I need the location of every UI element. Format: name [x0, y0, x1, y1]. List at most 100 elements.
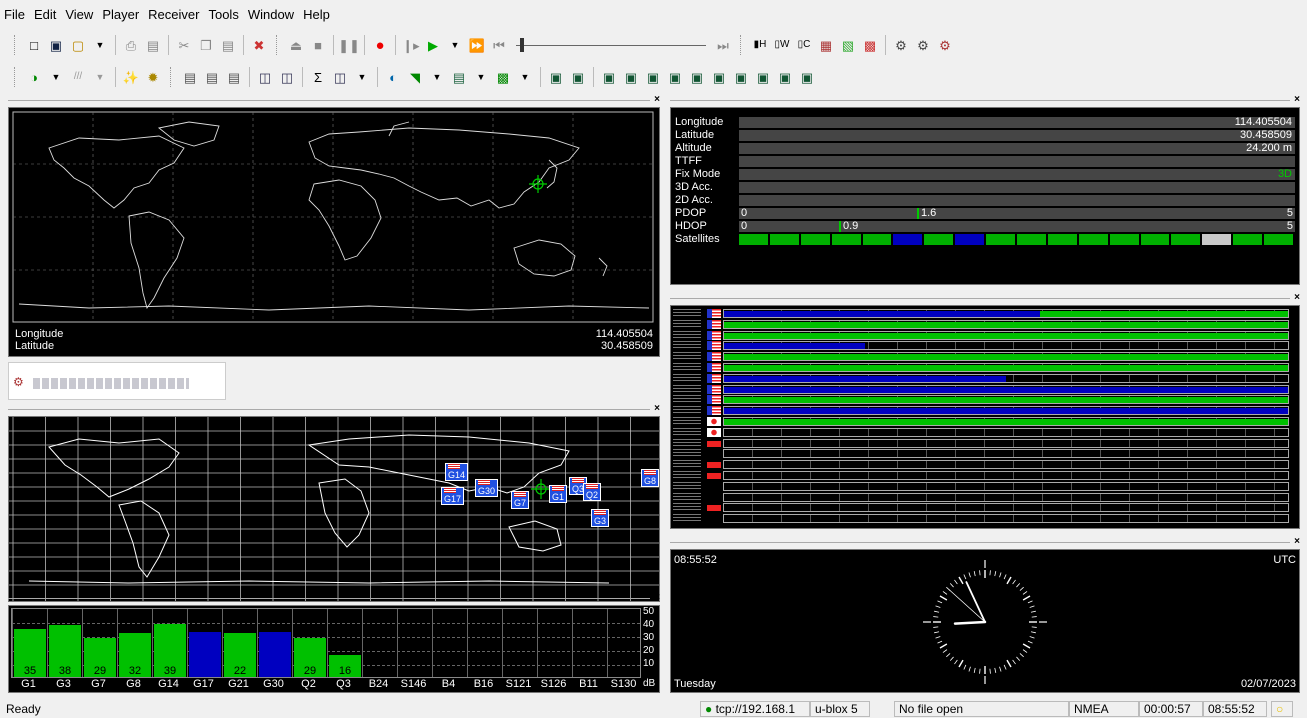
panel-j-icon[interactable]: ▣	[756, 69, 770, 85]
menu-file[interactable]: File	[4, 6, 25, 22]
bug-icon[interactable]: ✹	[147, 69, 159, 85]
panel-f-icon[interactable]: ▣	[668, 69, 682, 85]
menu-view[interactable]: View	[65, 6, 94, 22]
open-file-icon[interactable]: ▢	[71, 37, 85, 53]
chip-icon[interactable]: ▦	[819, 37, 833, 53]
toolbar-grip[interactable]	[276, 35, 279, 55]
panel-g-icon[interactable]: ▣	[690, 69, 704, 85]
wand-icon[interactable]: ✨	[122, 69, 140, 85]
play-icon[interactable]: ▶	[428, 37, 438, 53]
panel-h-icon[interactable]: ▣	[712, 69, 726, 85]
toolbar-grip[interactable]	[170, 67, 173, 87]
open-dropdown-icon[interactable]: ▼	[95, 39, 105, 50]
gear-a-icon[interactable]: ⚙	[895, 37, 907, 53]
panel-e-icon[interactable]: ▣	[646, 69, 660, 85]
panel-a-icon[interactable]: ▣	[549, 69, 563, 85]
settings-icon[interactable]: ▩	[863, 37, 877, 53]
sky-satellite-marker[interactable]: Q2	[583, 483, 602, 501]
satellite-level-view[interactable]	[670, 305, 1300, 529]
sky-satellite-marker[interactable]: G1	[549, 485, 568, 503]
doc-b-icon[interactable]: ▤	[205, 69, 219, 85]
skip-end-icon[interactable]: ⏭	[717, 37, 729, 53]
panel-l-icon[interactable]: ▣	[800, 69, 814, 85]
menu-edit[interactable]: Edit	[33, 6, 57, 22]
gear-b-icon[interactable]: ⚙	[917, 37, 929, 53]
paste-icon[interactable]: ▤	[221, 37, 235, 53]
sky-satellite-marker[interactable]: G14	[445, 463, 469, 481]
nav-label: Altitude	[675, 142, 712, 154]
panel-d-icon[interactable]: ▣	[624, 69, 638, 85]
connection-dropdown-icon[interactable]: ▼	[51, 71, 61, 82]
menu-receiver[interactable]: Receiver	[148, 6, 200, 22]
status-connection[interactable]: ● tcp://192.168.1	[700, 701, 810, 717]
layout-icon[interactable]: ◫	[333, 69, 347, 85]
panel-b-icon[interactable]: ▣	[571, 69, 585, 85]
sky-map-view[interactable]: G14 G30 G17 G7 G1 Q3 Q2 G8 G3	[8, 416, 660, 602]
play-dropdown-icon[interactable]: ▼	[450, 39, 460, 50]
slider-thumb[interactable]	[520, 38, 524, 52]
clock-view[interactable]: 08:55:52 UTC Tuesday 02/07/2023	[670, 549, 1300, 693]
save-icon[interactable]: ▣	[49, 37, 63, 53]
copy-icon[interactable]: ❐	[200, 37, 212, 53]
bar-icon[interactable]: ▩	[496, 69, 510, 85]
stop-icon[interactable]: ■	[314, 37, 322, 53]
menu-window[interactable]: Window	[247, 6, 295, 22]
globe-icon[interactable]: ◐	[389, 69, 397, 85]
panel-k-icon[interactable]: ▣	[778, 69, 792, 85]
sky-satellite-marker[interactable]: G8	[641, 469, 660, 487]
doc-c-icon[interactable]: ▤	[227, 69, 241, 85]
eject-icon[interactable]: ⏏	[289, 37, 303, 53]
network-icon[interactable]: ▧	[841, 37, 855, 53]
playback-slider[interactable]	[516, 36, 706, 54]
gear-c-icon[interactable]: ⚙	[939, 37, 951, 53]
rewind-icon[interactable]: ⏮	[493, 37, 505, 53]
doc-a-icon[interactable]: ▤	[183, 69, 197, 85]
c-icon[interactable]: ▯C	[797, 39, 811, 50]
menu-help[interactable]: Help	[303, 6, 330, 22]
signal-dropdown-icon[interactable]: ▼	[476, 71, 486, 82]
navigation-data-view[interactable]: Longitude 114.405504 Latitude 30.458509 Alti…	[670, 107, 1300, 285]
world-map-view[interactable]: Longitude Latitude 114.405504 30.458509	[8, 107, 660, 357]
record-icon[interactable]: ●	[375, 36, 385, 54]
fast-forward-icon[interactable]: ⏩	[468, 37, 486, 53]
chart-dropdown-icon[interactable]: ▼	[432, 71, 442, 82]
chart-icon[interactable]: ◥	[410, 69, 420, 85]
close-icon[interactable]: ×	[654, 403, 660, 414]
h-icon[interactable]: ▮H	[753, 39, 767, 50]
signal-strength-view[interactable]: 35 38 29 32 39 22 29 16 50 40 30 20 10 dB G1 G3 G7 G8 G1…	[8, 605, 660, 693]
w-icon[interactable]: ▯W	[774, 39, 790, 50]
sky-satellite-marker[interactable]: G17	[441, 487, 465, 505]
panel-i-icon[interactable]: ▣	[734, 69, 748, 85]
sky-satellite-marker[interactable]: G3	[591, 509, 610, 527]
view-b-icon[interactable]: ◫	[280, 69, 294, 85]
menu-player[interactable]: Player	[102, 6, 140, 22]
connection-icon[interactable]: ◑	[30, 69, 38, 85]
layout-dropdown-icon[interactable]: ▼	[357, 71, 367, 82]
signal-icon[interactable]: ▤	[452, 69, 466, 85]
print-preview-icon[interactable]: ▤	[146, 37, 160, 53]
pause-icon[interactable]: ❚❚	[338, 37, 360, 53]
cut-icon[interactable]: ✂	[178, 37, 190, 53]
step-icon[interactable]: ❙▸	[402, 37, 420, 53]
stop-all-icon[interactable]: ✖	[253, 37, 265, 53]
toolbar-grip[interactable]	[14, 35, 17, 55]
baud-icon[interactable]: ///	[73, 71, 83, 82]
new-file-icon[interactable]: □	[30, 37, 38, 53]
menu-tools[interactable]: Tools	[208, 6, 239, 22]
close-icon[interactable]: ×	[1294, 94, 1300, 105]
sigma-icon[interactable]: Σ	[313, 69, 323, 85]
toolbar-grip[interactable]	[740, 35, 743, 55]
view-a-icon[interactable]: ◫	[258, 69, 272, 85]
print-icon[interactable]: ⎙	[125, 37, 137, 53]
baud-dropdown-icon[interactable]: ▼	[95, 71, 105, 82]
close-icon[interactable]: ×	[654, 94, 660, 105]
close-icon[interactable]: ×	[1294, 292, 1300, 303]
close-icon[interactable]: ×	[654, 592, 660, 603]
receiver-status-icon[interactable]: ⚙	[13, 375, 24, 389]
bar-dropdown-icon[interactable]: ▼	[520, 71, 530, 82]
sky-satellite-marker[interactable]: G7	[511, 491, 530, 509]
close-icon[interactable]: ×	[1294, 536, 1300, 547]
sky-satellite-marker[interactable]: G30	[475, 479, 499, 497]
toolbar-grip[interactable]	[14, 67, 17, 87]
panel-c-icon[interactable]: ▣	[602, 69, 616, 85]
